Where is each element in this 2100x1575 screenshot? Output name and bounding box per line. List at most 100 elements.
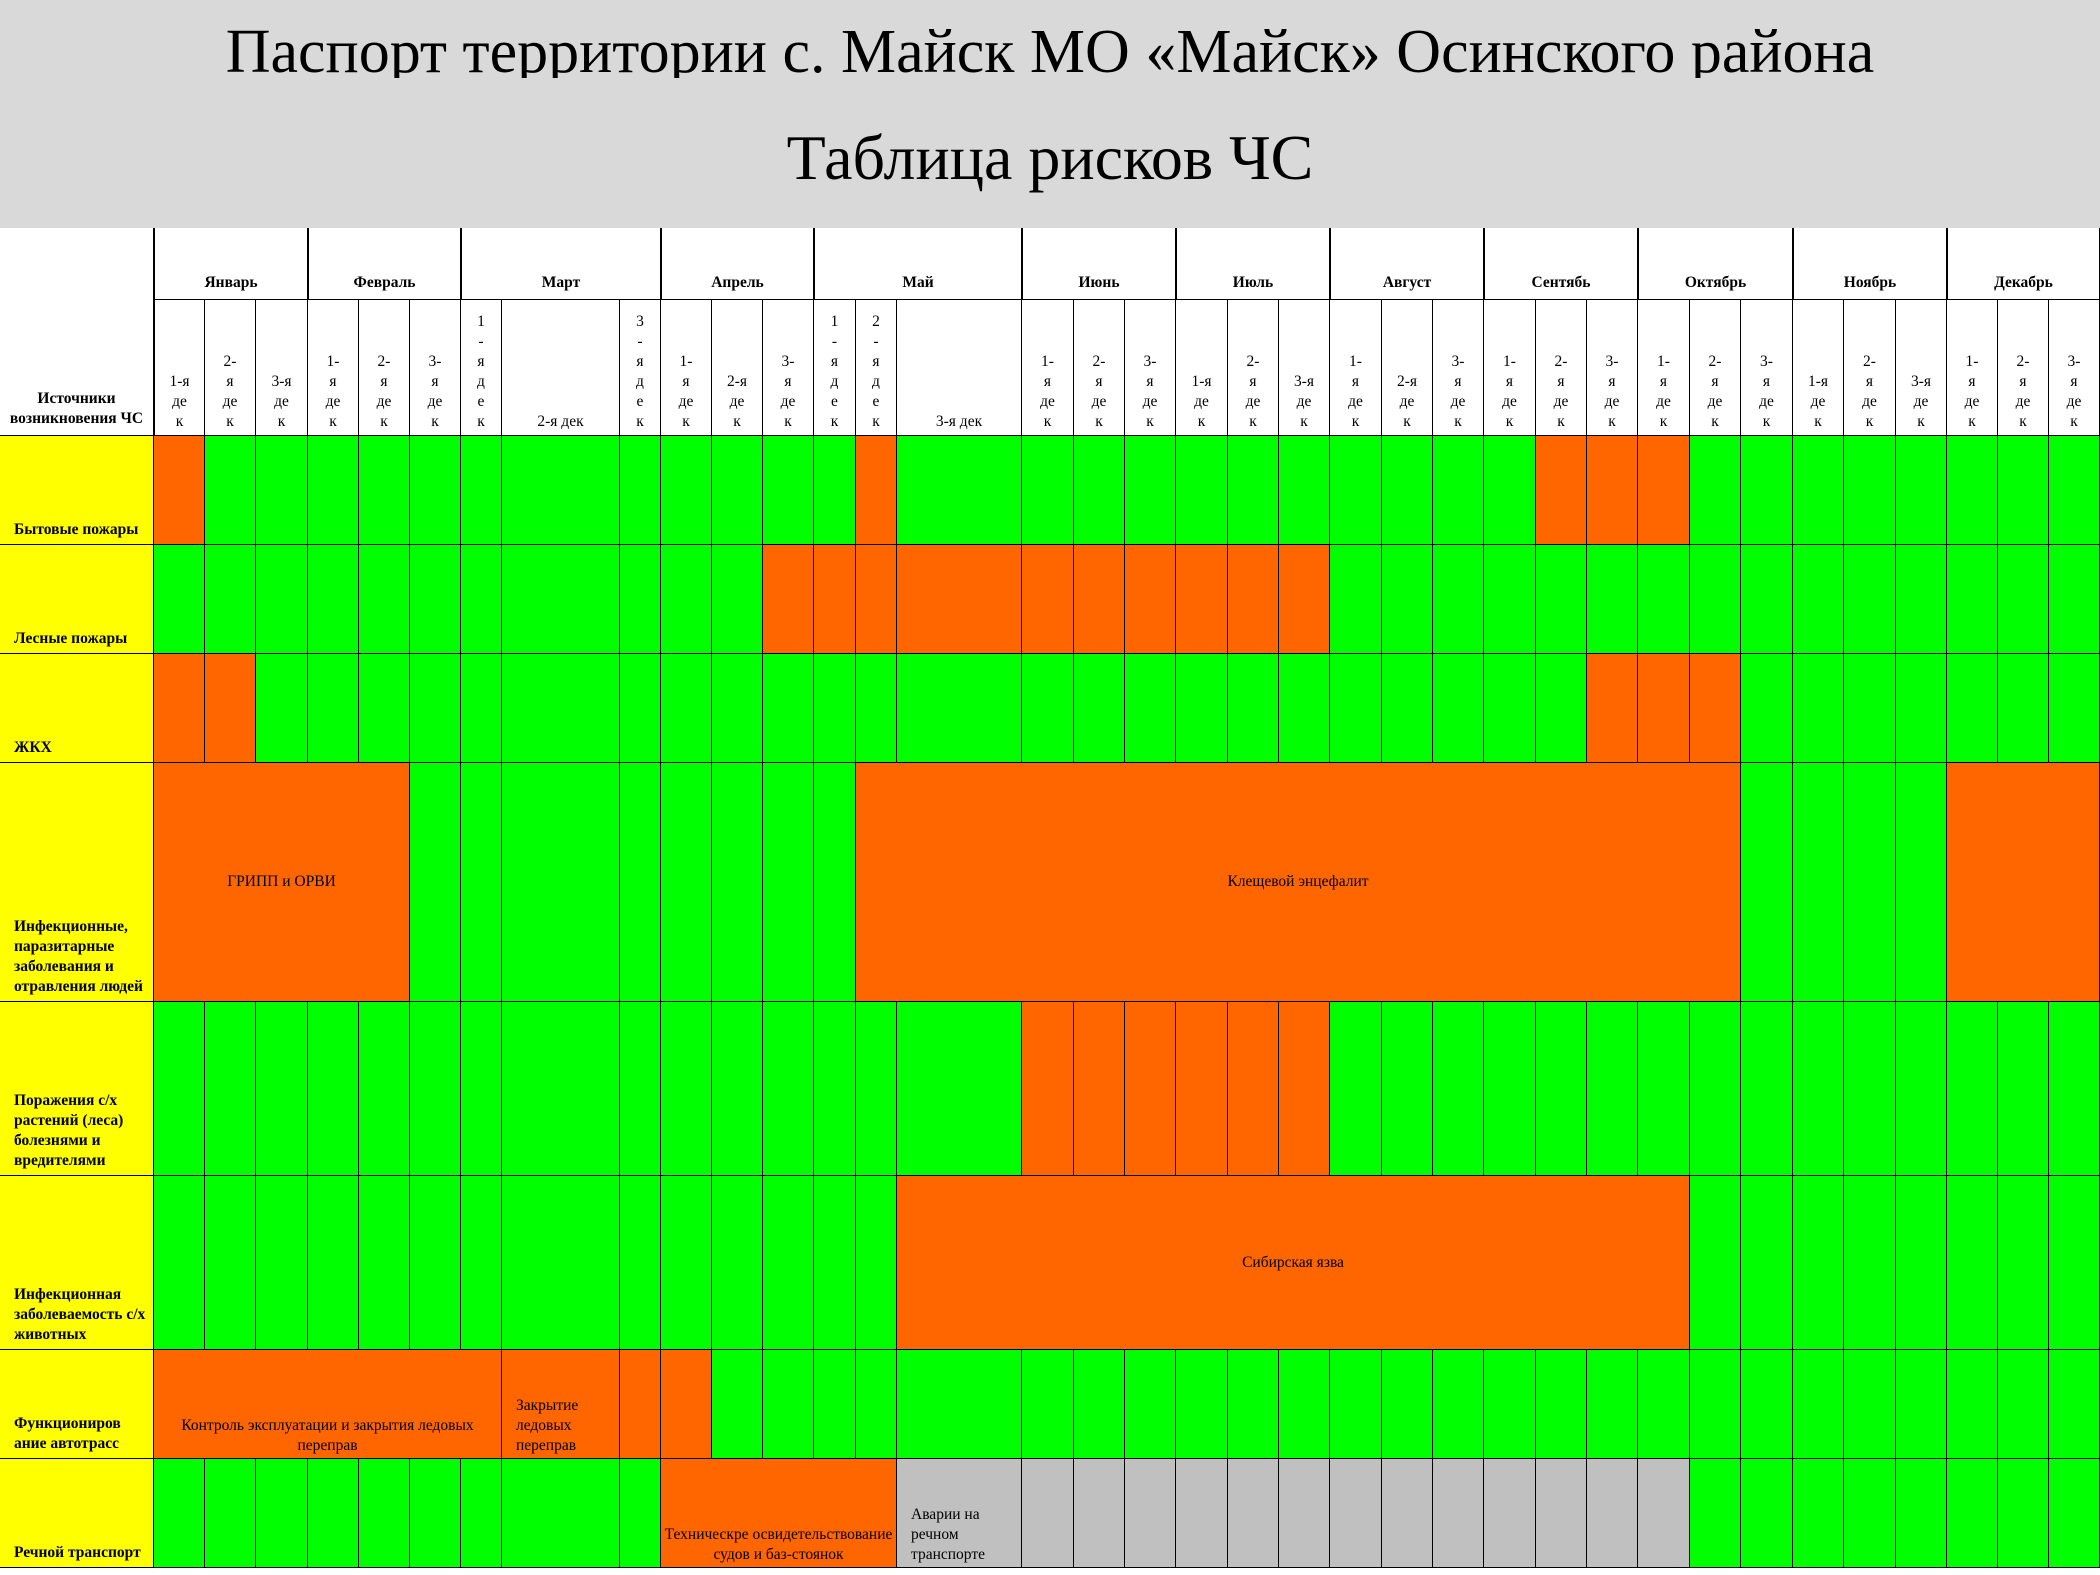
safe-cell xyxy=(256,436,308,545)
safe-cell xyxy=(1741,763,1793,1002)
month-header: Апрель xyxy=(661,228,814,300)
risk-cell xyxy=(897,545,1022,654)
dekad-header: 3- я де к xyxy=(1587,300,1638,436)
safe-cell xyxy=(1793,1459,1844,1568)
safe-cell xyxy=(1998,1350,2049,1459)
safe-cell xyxy=(661,545,712,654)
accident-cell xyxy=(1228,1459,1279,1568)
safe-cell xyxy=(1022,436,1074,545)
safe-cell xyxy=(897,1002,1022,1176)
month-header: Май xyxy=(814,228,1022,300)
cell-text: 3-я де к xyxy=(271,373,292,430)
cell-text: Клещевой энцефалит xyxy=(1227,873,1369,890)
safe-cell xyxy=(1998,436,2049,545)
safe-cell xyxy=(410,545,461,654)
dekad-header: 2-я де к xyxy=(712,300,763,436)
accident-cell xyxy=(1074,1459,1125,1568)
safe-cell xyxy=(256,654,308,763)
cell-text: Февраль xyxy=(353,274,416,291)
safe-cell xyxy=(1638,545,1690,654)
month-header: Октябрь xyxy=(1638,228,1793,300)
cell-text: 3-я де к xyxy=(1910,373,1932,430)
safe-cell xyxy=(2049,1176,2100,1350)
cell-text: Ноябрь xyxy=(1843,274,1897,291)
dekad-header: 3-я де к xyxy=(256,300,308,436)
safe-cell xyxy=(359,436,410,545)
risk-span xyxy=(1947,763,2100,1002)
safe-cell xyxy=(763,1002,814,1176)
cell-text: 3-я де к xyxy=(1293,373,1315,430)
safe-cell xyxy=(1947,1176,1998,1350)
dekad-header: 3- я де к xyxy=(763,300,814,436)
dekad-header: 1- я де к xyxy=(1330,300,1382,436)
dekad-header: 3-я де к xyxy=(1279,300,1330,436)
cell-text: Июль xyxy=(1232,274,1274,291)
safe-cell xyxy=(154,545,205,654)
safe-cell xyxy=(1741,1176,1793,1350)
accident-cell xyxy=(1433,1459,1484,1568)
cell-text: 3- я де к xyxy=(1142,353,1158,430)
cell-text: 1- я де к xyxy=(325,353,341,430)
safe-cell xyxy=(856,654,897,763)
safe-cell xyxy=(2049,1459,2100,1568)
safe-cell xyxy=(1330,1350,1382,1459)
safe-cell xyxy=(308,1176,359,1350)
dekad-header: 2- я де к xyxy=(1998,300,2049,436)
safe-cell xyxy=(205,436,256,545)
cell-text: 1 - я д е к xyxy=(830,313,839,430)
safe-cell xyxy=(410,654,461,763)
row-source-label: Функциониров ание автотрасс xyxy=(0,1350,154,1459)
safe-cell xyxy=(2049,545,2100,654)
safe-cell xyxy=(359,1176,410,1350)
risk-cell xyxy=(1125,1002,1176,1176)
safe-cell xyxy=(359,654,410,763)
safe-cell xyxy=(1844,1002,1896,1176)
safe-cell xyxy=(1228,1350,1279,1459)
safe-cell xyxy=(502,436,620,545)
safe-cell xyxy=(661,654,712,763)
safe-cell xyxy=(1896,763,1947,1002)
safe-cell xyxy=(1382,1002,1433,1176)
safe-cell xyxy=(461,1176,502,1350)
safe-cell xyxy=(461,1002,502,1176)
safe-cell xyxy=(1844,763,1896,1002)
cell-text: Инфекционные, паразитарные заболевания и… xyxy=(14,918,143,995)
cell-text: 1- я де к xyxy=(1502,353,1517,430)
safe-cell xyxy=(712,436,763,545)
safe-cell xyxy=(1947,1002,1998,1176)
dekad-header: 3- я де к xyxy=(1433,300,1484,436)
safe-cell xyxy=(1433,545,1484,654)
safe-cell xyxy=(1330,436,1382,545)
month-header: Февраль xyxy=(308,228,461,300)
safe-cell xyxy=(1998,1176,2049,1350)
safe-cell xyxy=(1536,1002,1587,1176)
safe-cell xyxy=(1947,436,1998,545)
safe-cell xyxy=(1947,1459,1998,1568)
dekad-header: 1- я де к xyxy=(1022,300,1074,436)
safe-cell xyxy=(502,763,620,1002)
safe-cell xyxy=(620,436,661,545)
page-title: Паспорт территории с. Майск МО «Майск» О… xyxy=(225,18,1875,78)
safe-cell xyxy=(461,436,502,545)
risk-cell xyxy=(1638,654,1690,763)
safe-cell xyxy=(1382,545,1433,654)
risk-span: Закрытие ледовых переправ xyxy=(502,1350,620,1459)
safe-cell xyxy=(661,763,712,1002)
cell-text: Источники возникновения ЧС xyxy=(9,390,144,427)
month-header: Декабрь xyxy=(1947,228,2100,300)
safe-cell xyxy=(1793,1350,1844,1459)
accident-cell xyxy=(1587,1459,1638,1568)
safe-cell xyxy=(1176,654,1228,763)
cell-text: Декабрь xyxy=(1994,274,2053,291)
cell-text: Апрель xyxy=(711,274,764,291)
cell-text: 3 - я д е к xyxy=(636,313,644,430)
cell-text: Аварии на речном транспорте xyxy=(911,1506,986,1563)
safe-cell xyxy=(712,1176,763,1350)
safe-cell xyxy=(1638,1002,1690,1176)
risk-span: Техническре освидетельствование судов и … xyxy=(661,1459,897,1568)
safe-cell xyxy=(763,654,814,763)
dekad-header: 2- я де к xyxy=(1844,300,1896,436)
safe-cell xyxy=(1896,1002,1947,1176)
safe-cell xyxy=(620,1002,661,1176)
